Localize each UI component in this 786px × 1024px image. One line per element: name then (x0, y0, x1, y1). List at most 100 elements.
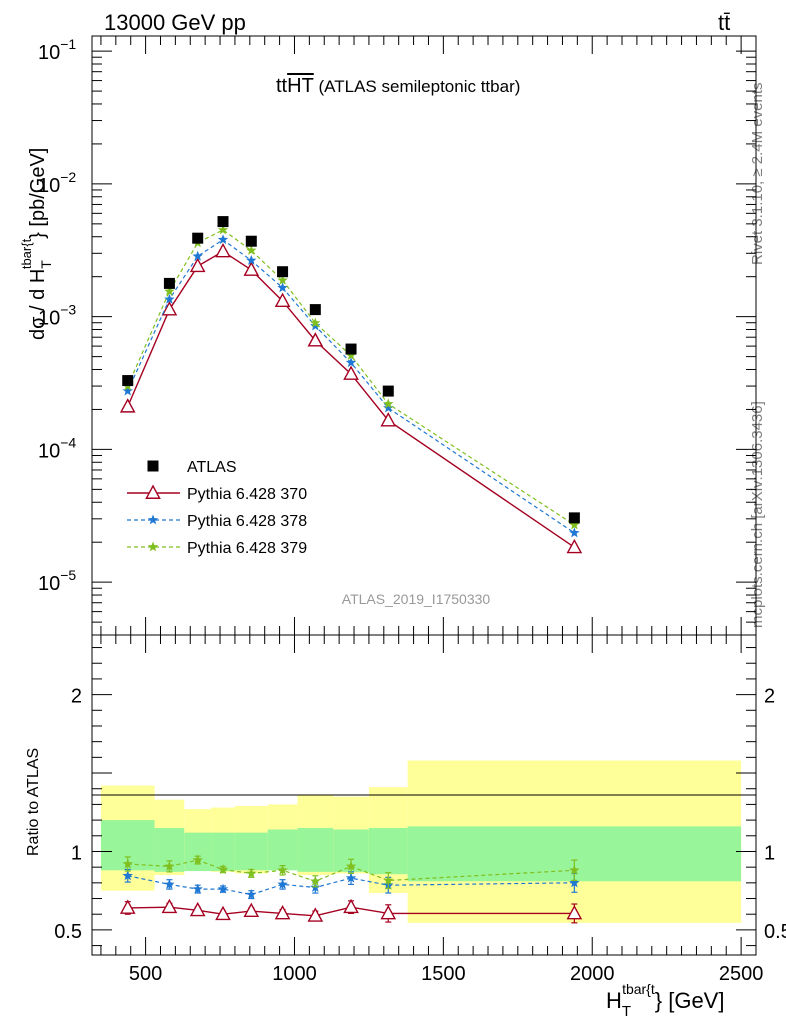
y-tick-label: 10−5 (38, 567, 76, 595)
series-1-point (566, 538, 583, 554)
series-1-point (161, 301, 178, 316)
series-3-point (383, 398, 394, 409)
atlas-data-point (192, 232, 204, 244)
main-curves (119, 216, 583, 554)
ratio-axis-title: Ratio to ATLAS (25, 748, 42, 856)
series-2-point (345, 357, 357, 368)
plot-title-rest: (ATLAS semileptonic ttbar) (314, 77, 521, 96)
x-tick-label: 500 (129, 963, 162, 985)
ratio-3-point (217, 864, 229, 874)
mcplots-label: mcplots.cern.ch [arXiv:1306.3436] (749, 401, 766, 628)
series-1-point (243, 261, 260, 276)
series-2-point (569, 527, 580, 538)
rivet-version-label: Rivet 3.1.10, ≥ 2.4M events (749, 83, 766, 266)
series-line-2 (127, 238, 575, 534)
main-panel: 10−1 10−2 10−3 10−4 10−5 (38, 35, 757, 636)
series-2-point (217, 234, 229, 245)
x-axis-title-prefix: H (606, 988, 622, 1013)
x-axis-title-suffix: } [GeV] (655, 988, 725, 1013)
y-axis-title-sup: tbar{t (19, 238, 34, 269)
ratio-tick-label-left: 0.5 (54, 921, 82, 943)
ratio-1-point (161, 898, 178, 914)
ratio-3-point (164, 860, 175, 871)
series-3-point (277, 274, 288, 285)
process-label: tt̄ (718, 10, 730, 35)
ratio-3-point (310, 875, 321, 886)
ratio-3-point (122, 858, 133, 869)
ratio-line-2 (127, 875, 575, 896)
series-3-point (246, 245, 257, 255)
y-axis-title: dσ / d HTtbar{t} [pb/GeV] (19, 148, 54, 340)
ratio-2-point (345, 872, 357, 883)
ratio-line-3 (127, 859, 575, 882)
atlas-data-point (245, 235, 257, 247)
ratio-panel: 0.50.511225001000150020002500 (54, 634, 786, 985)
x-tick-label: 2500 (719, 963, 764, 985)
series-line-1 (127, 250, 575, 548)
x-tick-label: 2000 (570, 963, 615, 985)
legend-label: ATLAS (187, 459, 237, 476)
ratio-curves (119, 854, 583, 924)
ratio-3-point (246, 867, 257, 878)
ratio-2-point (122, 870, 133, 881)
y-axis-title-prefix: dσ / d H (27, 269, 49, 340)
ratio-1-point (119, 899, 136, 914)
ratio-tick-label-left: 1 (71, 842, 82, 864)
atlas-data-point (568, 512, 580, 524)
ratio-2-point (569, 877, 580, 888)
plot-title: ttHT (ATLAS semileptonic ttbar) (276, 75, 520, 97)
legend-label: Pythia 6.428 370 (187, 486, 307, 503)
ratio-frame (91, 634, 757, 956)
legend-marker (147, 541, 159, 552)
ratio-3-point (277, 864, 288, 875)
series-1-point (189, 257, 206, 273)
inner-band-segment (184, 832, 212, 872)
y-axis-title-sub: T (38, 260, 54, 269)
atlas-data-point (122, 375, 134, 387)
atlas-data-point (163, 277, 175, 289)
ratio-1-point (307, 907, 324, 922)
series-1-point (119, 398, 136, 413)
ratio-tick-label-right: 2 (764, 686, 775, 708)
ratio-tick-label-left: 2 (71, 686, 82, 708)
series-3-point (569, 519, 580, 530)
ratio-3-point (192, 854, 203, 865)
plot-title-main: tt (276, 75, 288, 97)
atlas-data-point (217, 216, 229, 228)
y-tick-label: 10−1 (38, 36, 76, 64)
series-2-point (122, 385, 133, 396)
inner-band-segment (368, 827, 408, 875)
series-3-point (164, 285, 175, 296)
series-3-point (217, 224, 229, 235)
ratio-2-point (217, 883, 229, 894)
series-2-point (383, 402, 394, 413)
series-1-point (215, 242, 231, 258)
y-tick-label: 10−4 (38, 434, 76, 462)
ratio-line-1 (127, 906, 575, 917)
ratio-1-point (343, 898, 359, 914)
ratio-tick-label-right: 1 (764, 842, 775, 864)
ratio-2-point (246, 889, 257, 900)
series-1-point (380, 412, 397, 427)
series-1-point (343, 365, 359, 380)
ratio-2-point (277, 878, 288, 889)
legend-marker (147, 460, 159, 472)
atlas-data-point (382, 385, 394, 397)
legend-label: Pythia 6.428 379 (187, 540, 307, 557)
legend-marker (145, 484, 161, 499)
y-tick-label: 10−3 (38, 302, 76, 330)
ratio-axis-ticks: 0.50.511225001000150020002500 (54, 635, 786, 985)
x-axis-title: HTtbar{t} [GeV] (606, 981, 724, 1020)
series-1-point (274, 292, 291, 308)
ratio-3-point (345, 860, 357, 871)
legend: ATLAS Pythia 6.428 370 Pythia 6.428 378 Pyt… (127, 459, 307, 557)
main-axis-ticks: 10−1 10−2 10−3 10−4 10−5 (38, 36, 757, 636)
x-axis-title-sub: T (622, 1003, 631, 1020)
atlas-data-point (345, 343, 357, 355)
ratio-tick-label-right: 0.5 (764, 921, 786, 943)
ratio-1-point (189, 901, 206, 917)
ratio-1-point (380, 904, 397, 920)
ratio-1-point (215, 905, 231, 921)
ratio-2-point (192, 883, 203, 894)
